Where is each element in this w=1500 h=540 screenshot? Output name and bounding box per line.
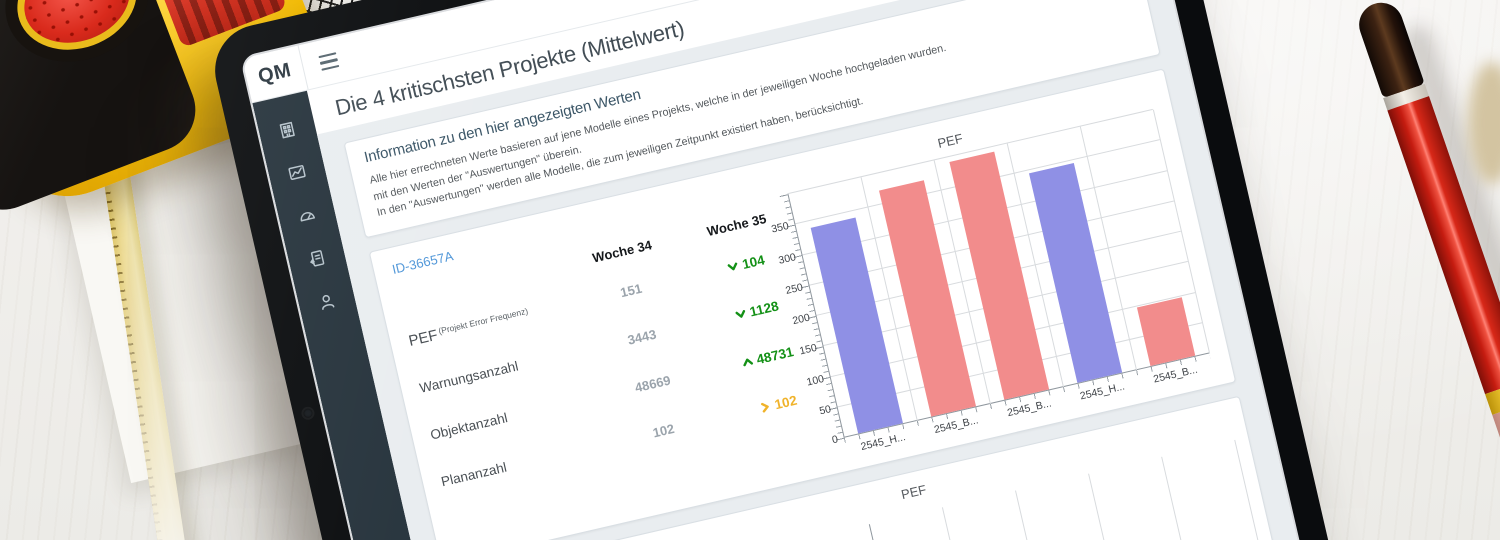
- v-gridline: [1161, 456, 1221, 540]
- sidebar-item-reports[interactable]: [285, 231, 349, 286]
- y-tick-label: 300: [777, 250, 798, 267]
- sidebar-item-dashboard[interactable]: [275, 188, 339, 243]
- y-tick-label: 150: [798, 342, 819, 358]
- sidebar-item-projects[interactable]: [255, 102, 319, 157]
- pencil-tail: [1492, 400, 1500, 540]
- y-tick-label: 0: [830, 433, 840, 447]
- value-woche35: 1128: [690, 273, 823, 348]
- sidebar-item-user[interactable]: [295, 274, 359, 329]
- bar-2545_B...[interactable]: [1136, 296, 1195, 367]
- value-woche35: 104: [679, 226, 812, 301]
- tablet: QM: [206, 0, 1364, 540]
- sidebar-item-charts[interactable]: [265, 145, 329, 200]
- sidebar: [252, 90, 486, 540]
- v-gridline: [941, 507, 1002, 540]
- bar-2545_H...[interactable]: [1028, 162, 1122, 384]
- y-tick-label: 200: [791, 311, 812, 328]
- y-tick-label: 350: [770, 220, 791, 237]
- content-area: Information zu den hier angezeigten Wert…: [317, 0, 1328, 540]
- gauge-icon: [300, 212, 315, 222]
- y-tick-label: 100: [805, 372, 826, 389]
- pef-bar-chart: PEF 0 50 100 150 200 250 300 350 2545_H... 2545_…: [749, 85, 1217, 464]
- y-tick-label: 50: [818, 403, 833, 418]
- trend-down-icon: [725, 259, 741, 275]
- v-gridline: [1234, 440, 1294, 540]
- tablet-screen: QM: [241, 0, 1328, 540]
- tablet-camera: [302, 407, 314, 419]
- project-card: ID-36657A Woche 34 Woche 35 PEF (Projekt…: [368, 68, 1237, 540]
- bar-2545_H...[interactable]: [810, 217, 903, 434]
- v-gridline: [1015, 490, 1075, 540]
- y-axis-line: [868, 524, 929, 540]
- trend-right-icon: [758, 399, 774, 415]
- report-icon: [310, 250, 325, 267]
- user-icon: [322, 294, 335, 310]
- main-area: Die 4 kritischsten Projekte (Mittelwert)…: [307, 0, 1328, 540]
- value-woche35: 102: [712, 367, 845, 442]
- trend-down-icon: [733, 306, 749, 322]
- background-object: [1468, 62, 1500, 184]
- line-chart-icon: [288, 165, 306, 181]
- trend-up-icon: [740, 354, 756, 370]
- v-gridline: [1088, 473, 1148, 540]
- y-tick-label: 250: [784, 281, 805, 297]
- project-metrics-table: ID-36657A Woche 34 Woche 35 PEF (Projekt…: [388, 178, 815, 540]
- building-icon: [279, 121, 295, 139]
- value-woche35: 48731: [701, 320, 834, 395]
- row-label-pef-suffix: (Projekt Error Frequenz): [437, 305, 530, 337]
